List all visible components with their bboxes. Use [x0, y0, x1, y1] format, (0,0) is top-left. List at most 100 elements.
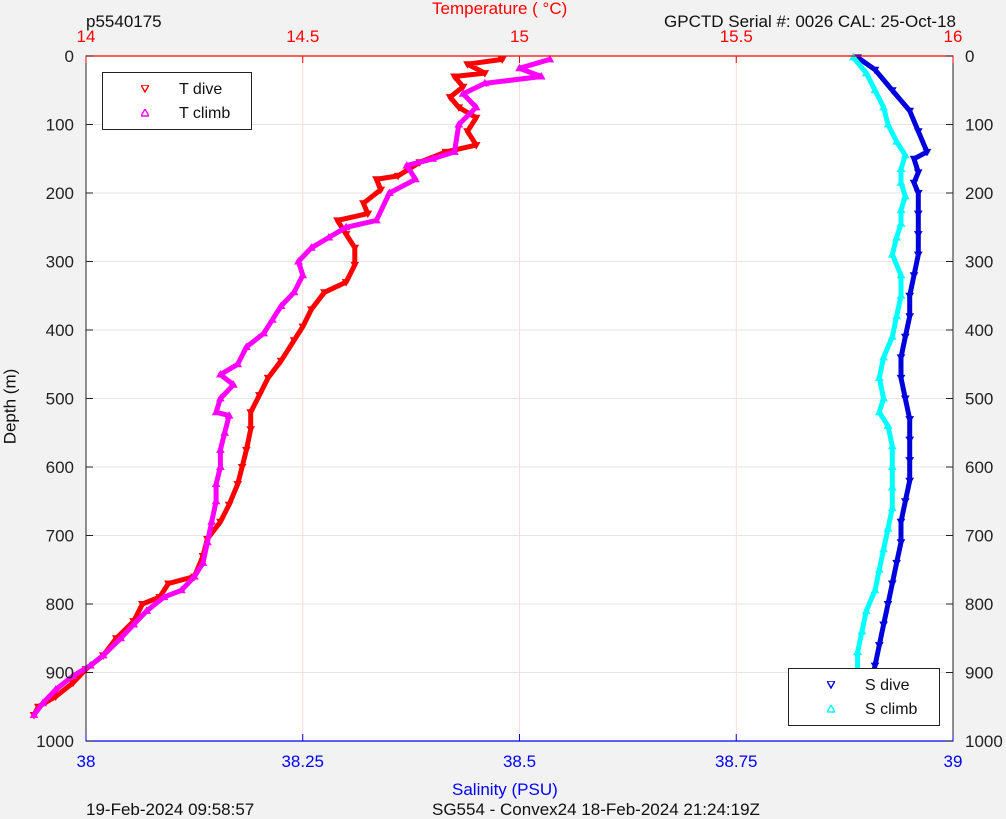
- data-point-t-dive: [376, 186, 386, 195]
- data-point-t-climb: [402, 161, 412, 169]
- data-point-t-climb: [324, 233, 334, 241]
- data-point-s-climb: [879, 544, 888, 553]
- salinity-axis-title: Salinity (PSU): [452, 780, 558, 799]
- data-point-t-dive: [341, 279, 351, 287]
- data-point-s-climb: [887, 441, 897, 450]
- data-point-t-dive: [233, 481, 243, 489]
- data-point-t-climb: [211, 496, 221, 505]
- data-point-s-dive: [874, 642, 884, 650]
- data-point-s-dive: [887, 87, 897, 95]
- data-point-t-dive: [216, 518, 225, 527]
- data-point-s-dive: [896, 518, 906, 527]
- salinity-tick-label: 38.5: [503, 752, 536, 771]
- data-point-t-climb: [268, 315, 277, 323]
- legend-item-s-dive: S dive: [789, 675, 939, 695]
- data-point-t-dive: [350, 244, 360, 253]
- data-point-s-dive: [883, 601, 893, 609]
- legend-label: S climb: [865, 701, 918, 718]
- temperature-tick-label: 15: [510, 27, 529, 46]
- data-point-t-climb: [224, 411, 234, 419]
- data-point-t-dive: [242, 446, 251, 455]
- data-point-t-climb: [29, 710, 39, 718]
- data-point-s-dive: [870, 66, 880, 75]
- data-point-s-dive: [909, 155, 919, 164]
- legend-item-t-dive: T dive: [103, 79, 251, 99]
- data-point-s-climb: [883, 421, 893, 429]
- data-point-s-climb: [892, 137, 901, 145]
- data-point-t-climb: [216, 394, 225, 402]
- data-point-t-climb: [177, 585, 186, 594]
- data-point-t-dive: [246, 426, 256, 434]
- data-point-s-climb: [896, 164, 906, 172]
- data-point-s-dive: [905, 313, 915, 321]
- y-tick-label-right: 0: [965, 47, 974, 66]
- y-tick-label-right: 800: [965, 595, 993, 614]
- y-tick-label-left: 0: [65, 47, 74, 66]
- data-point-t-dive: [276, 357, 286, 366]
- data-point-s-climb: [896, 178, 906, 186]
- data-point-s-climb: [879, 102, 888, 111]
- data-point-s-dive: [870, 662, 880, 671]
- data-point-s-dive: [913, 251, 923, 260]
- y-tick-label-left: 300: [46, 253, 74, 272]
- temperature-legend: T dive T climb: [102, 72, 252, 130]
- data-point-s-dive: [892, 559, 901, 568]
- data-point-s-dive: [922, 148, 932, 157]
- data-point-t-climb: [142, 606, 152, 614]
- y-tick-label-right: 900: [965, 664, 993, 683]
- data-point-s-climb: [887, 462, 897, 470]
- data-point-t-climb: [207, 517, 217, 525]
- data-point-s-dive: [896, 354, 906, 362]
- data-point-s-climb: [874, 407, 884, 416]
- data-point-s-climb: [879, 394, 888, 402]
- data-point-s-climb: [861, 68, 871, 77]
- salinity-tick-label: 38.75: [715, 752, 758, 771]
- data-point-s-climb: [853, 647, 862, 655]
- data-point-t-climb: [307, 243, 316, 251]
- data-point-s-climb: [883, 120, 893, 128]
- data-point-s-climb: [892, 311, 901, 320]
- data-point-t-climb: [85, 661, 95, 669]
- data-point-t-dive: [450, 73, 459, 81]
- legend-label: S dive: [865, 677, 910, 694]
- data-point-t-dive: [298, 323, 308, 332]
- data-point-t-climb: [51, 685, 61, 693]
- data-point-t-dive: [463, 61, 472, 69]
- data-point-s-climb: [896, 219, 906, 227]
- serial-info: GPCTD Serial #: 0026 CAL: 25-Oct-18: [664, 12, 956, 31]
- data-point-s-dive: [905, 436, 915, 445]
- data-point-t-climb: [450, 147, 459, 155]
- data-point-s-dive: [913, 190, 923, 198]
- data-point-t-climb: [203, 537, 212, 546]
- data-point-t-climb: [229, 380, 238, 388]
- data-point-s-dive: [896, 539, 906, 547]
- data-point-s-dive: [909, 272, 919, 280]
- data-point-s-climb: [848, 52, 858, 61]
- salinity-tick-label: 38: [77, 752, 96, 771]
- data-point-s-dive: [900, 395, 910, 403]
- y-tick-label-left: 600: [46, 458, 74, 477]
- y-axis-title: Depth (m): [0, 368, 20, 445]
- data-point-s-climb: [887, 332, 897, 340]
- y-tick-label-left: 1000: [36, 732, 74, 751]
- data-point-t-climb: [411, 174, 420, 183]
- data-point-s-climb: [879, 352, 888, 361]
- data-point-t-dive: [454, 104, 464, 112]
- triangle-down-marker-icon: [827, 681, 835, 689]
- data-point-t-climb: [545, 54, 555, 63]
- data-point-t-climb: [211, 479, 221, 488]
- data-point-s-dive: [913, 169, 923, 177]
- legend-label: T dive: [179, 81, 223, 98]
- y-tick-label-right: 600: [965, 458, 993, 477]
- y-tick-label-left: 700: [46, 527, 74, 546]
- triangle-up-marker-icon: [827, 705, 835, 713]
- y-tick-label-right: 700: [965, 527, 993, 546]
- series-layer: [29, 52, 932, 720]
- data-point-t-dive: [307, 306, 316, 314]
- data-point-t-climb: [233, 359, 243, 368]
- data-point-t-climb: [38, 698, 48, 707]
- data-point-t-dive: [333, 217, 342, 225]
- data-point-t-dive: [289, 337, 299, 345]
- data-point-t-climb: [276, 301, 286, 309]
